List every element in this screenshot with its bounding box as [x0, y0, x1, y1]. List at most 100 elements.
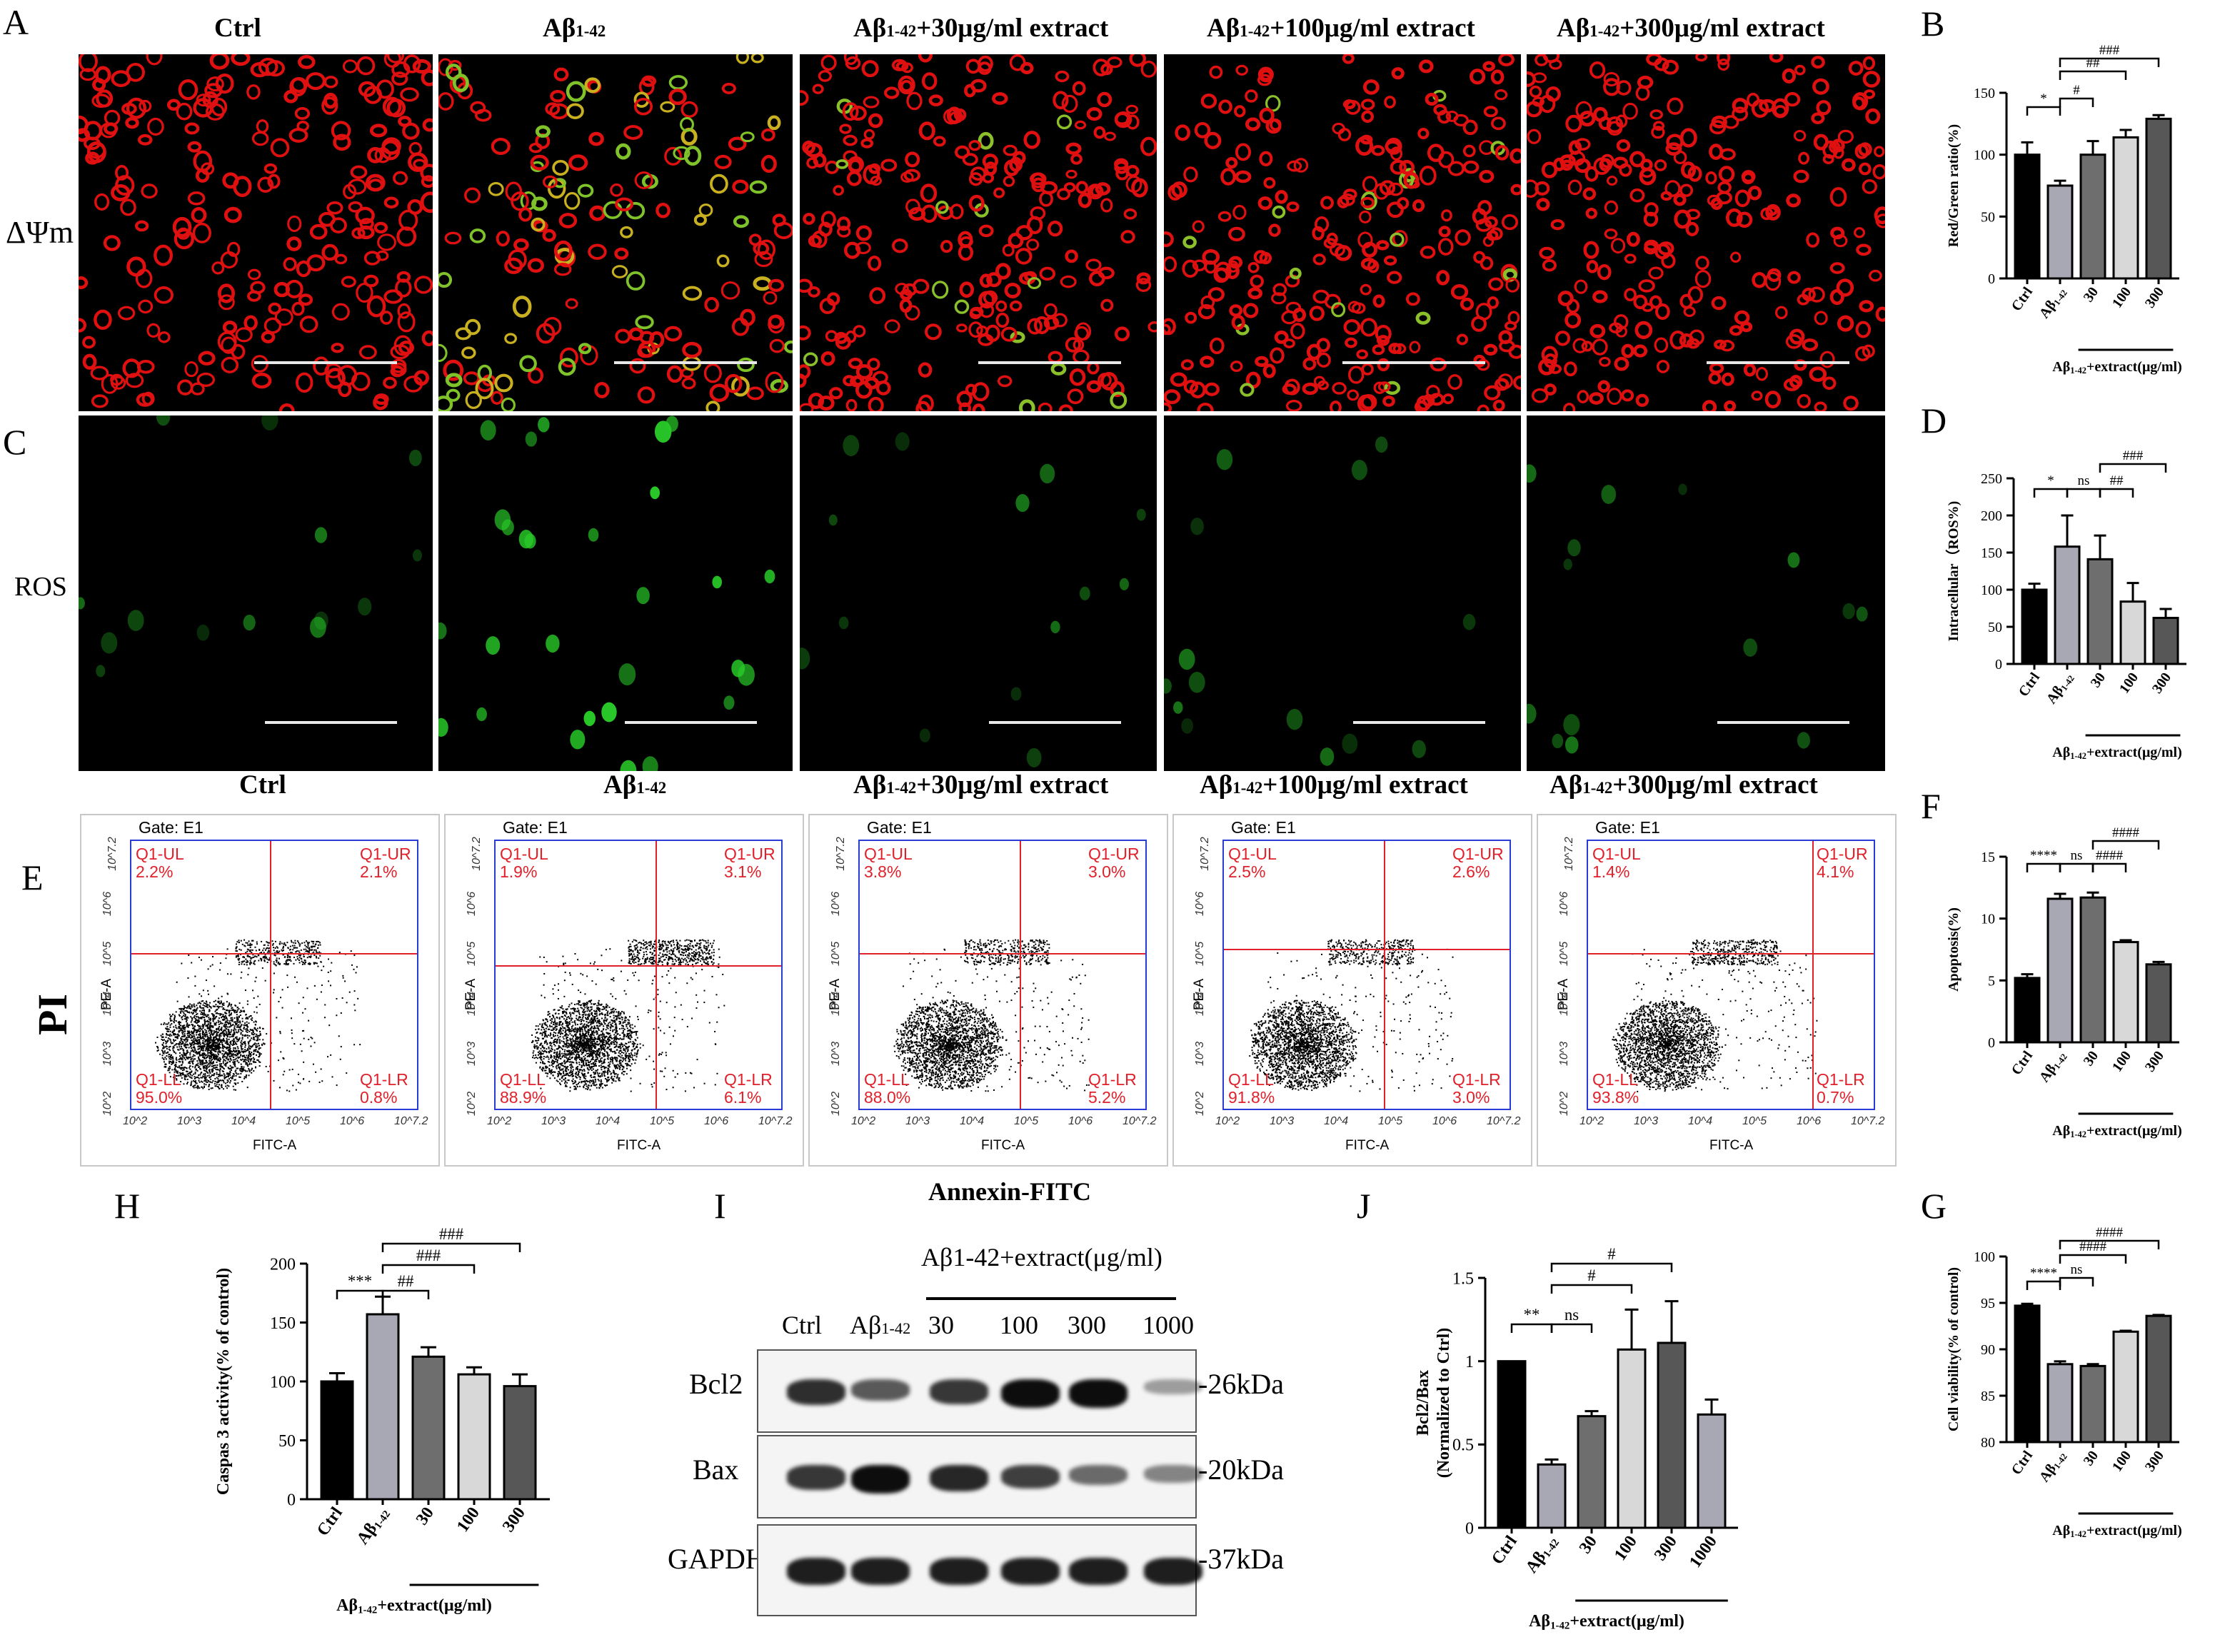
x-tick: 10^7.2: [1851, 1115, 1885, 1127]
bar: [1497, 1360, 1527, 1529]
panel-letter-h: H: [114, 1186, 141, 1226]
flow-title-30: Aβ1-42+30μg/ml extract: [853, 770, 1109, 800]
x-tick-label: 30: [413, 1504, 438, 1529]
y-tick: 10^5: [1558, 941, 1571, 967]
wb-band: [1144, 1379, 1202, 1395]
flow-panel-4: Gate: E1 Q1-UL 2.5% Q1-UR 2.6% Q1-LL 91.8% Q1-L…: [1172, 814, 1532, 1167]
y-tick: 10^7.2: [1198, 837, 1211, 871]
x-tick-label: Aβ1-42: [2036, 284, 2069, 321]
bar: [2079, 896, 2106, 1044]
bar: [2046, 1363, 2074, 1444]
y-tick: 10^3: [830, 1041, 843, 1067]
x-tick-label: Ctrl: [2009, 1448, 2036, 1478]
bar: [503, 1385, 537, 1501]
sig-bracket: [2099, 463, 2167, 473]
flow-plot-area: Q1-UL 1.4% Q1-UR 4.1% Q1-LL 93.8% Q1-LR 0.7%: [1587, 840, 1875, 1110]
wb-lane-label: 1000: [1142, 1311, 1194, 1339]
x-tick: 10^5: [650, 1115, 675, 1127]
y-tick: 10^2: [1194, 1091, 1207, 1117]
quadrant-ul: Q1-UL 1.4%: [1592, 845, 1641, 881]
sig-bracket: [2059, 70, 2127, 80]
x-tick: 10^5: [286, 1115, 311, 1127]
panel-letter-e: E: [21, 857, 44, 897]
sig-label: ####: [2079, 1239, 2107, 1254]
quadrant-lr: Q1-LR 5.2%: [1088, 1070, 1137, 1107]
group-label: Aβ1-42+extract(μg/ml): [2052, 359, 2181, 376]
y-tick-label: 90: [1981, 1342, 1995, 1358]
y-tick: 10^6: [1558, 891, 1571, 917]
x-tick-label: Ctrl: [1488, 1532, 1521, 1568]
panel-letter-j: J: [1357, 1186, 1371, 1226]
x-tick-label: 30: [2081, 1048, 2101, 1069]
y-axis-label: Caspas 3 activity(% of control): [214, 1268, 233, 1495]
gate-label: Gate: E1: [503, 818, 568, 837]
group-label: Aβ1-42+extract(μg/ml): [1529, 1612, 1684, 1632]
y-tick-label: 50: [1981, 209, 1995, 225]
y-tick: 10^5: [466, 941, 478, 967]
x-tick: 10^4: [596, 1115, 621, 1127]
x-tick: 10^7.2: [758, 1115, 793, 1127]
x-tick-label: Aβ1-42: [2036, 1048, 2069, 1085]
y-tick: 10^2: [830, 1091, 843, 1117]
row-label-ros: ROS: [14, 572, 67, 602]
sig-label: #: [1607, 1245, 1615, 1263]
mmp-image-3: [800, 54, 1157, 411]
gate-label: Gate: E1: [139, 818, 204, 837]
y-tick-label: 10: [1981, 912, 1995, 927]
panel-letter-g: G: [1921, 1186, 1947, 1226]
x-tick: 10^4: [1688, 1115, 1713, 1127]
wb-header-line: [926, 1297, 1176, 1300]
x-axis-label: FITC-A: [617, 1138, 661, 1153]
wb-membrane: [757, 1349, 1202, 1433]
bar: [2112, 1330, 2139, 1444]
wb-lane-label: Aβ1-42: [850, 1311, 911, 1339]
y-tick-label: 200: [270, 1255, 296, 1274]
group-label: Aβ1-42+extract(μg/ml): [2052, 1123, 2181, 1139]
panel-letter-d: D: [1921, 401, 1947, 440]
x-tick-label: 300: [2149, 670, 2174, 696]
y-axis-label: Apoptosis(%): [1946, 907, 1962, 992]
sig-label: ####: [2096, 848, 2124, 863]
panel-letter-f: F: [1921, 786, 1941, 826]
y-tick: 10^7.2: [1562, 837, 1575, 871]
group-label: Aβ1-42+extract(μg/ml): [336, 1596, 492, 1616]
x-tick-label: Ctrl: [2009, 1048, 2036, 1078]
x-tick: 10^3: [177, 1115, 202, 1127]
bar: [2046, 184, 2074, 280]
y-tick: 10^3: [101, 1041, 114, 1067]
y-tick: 10^4: [1194, 991, 1207, 1017]
x-tick: 10^4: [231, 1115, 256, 1127]
y-tick-label: 100: [270, 1373, 296, 1391]
chart-f-apoptosis: 0 5 10 15 Apoptosis(%) Ctrl Aβ1-42 30 100 300 Aβ1-…: [1946, 825, 2182, 1139]
group-label: Aβ1-42+extract(μg/ml): [2052, 745, 2181, 761]
scale-bar: [1717, 721, 1849, 724]
quadrant-lr: Q1-LR 0.7%: [1817, 1070, 1865, 1107]
scale-bar: [978, 361, 1121, 364]
wb-band: [930, 1558, 988, 1585]
sig-bracket: [2059, 57, 2160, 67]
y-tick: 10^6: [1194, 891, 1207, 917]
y-tick-label: 50: [278, 1432, 296, 1451]
sig-bracket: [2059, 97, 2094, 107]
quadrant-ul: Q1-UL 2.5%: [1228, 845, 1277, 881]
sig-label: #: [1587, 1266, 1595, 1284]
x-tick: 10^2: [487, 1115, 512, 1127]
x-tick: 10^6: [1068, 1115, 1093, 1127]
y-tick-label: 100: [1981, 583, 2002, 598]
y-tick-label: 250: [1981, 471, 2002, 487]
quadrant-ll: Q1-LL 91.8%: [1228, 1070, 1275, 1107]
x-tick: 10^5: [1014, 1115, 1039, 1127]
wb-band: [1001, 1379, 1060, 1408]
bar: [2152, 617, 2179, 665]
sig-bracket: [1550, 1284, 1633, 1294]
y-tick: 10^4: [466, 991, 478, 1017]
row-label-pi: PI: [29, 994, 76, 1035]
x-tick: 10^6: [1797, 1115, 1822, 1127]
x-tick: 10^2: [1215, 1115, 1240, 1127]
wb-band: [851, 1379, 910, 1401]
wb-kda-label: -37kDa: [1198, 1543, 1284, 1575]
scale-bar: [1342, 361, 1485, 364]
y-tick: 10^6: [830, 891, 843, 917]
bar: [2079, 153, 2106, 280]
x-tick: 10^5: [1742, 1115, 1767, 1127]
